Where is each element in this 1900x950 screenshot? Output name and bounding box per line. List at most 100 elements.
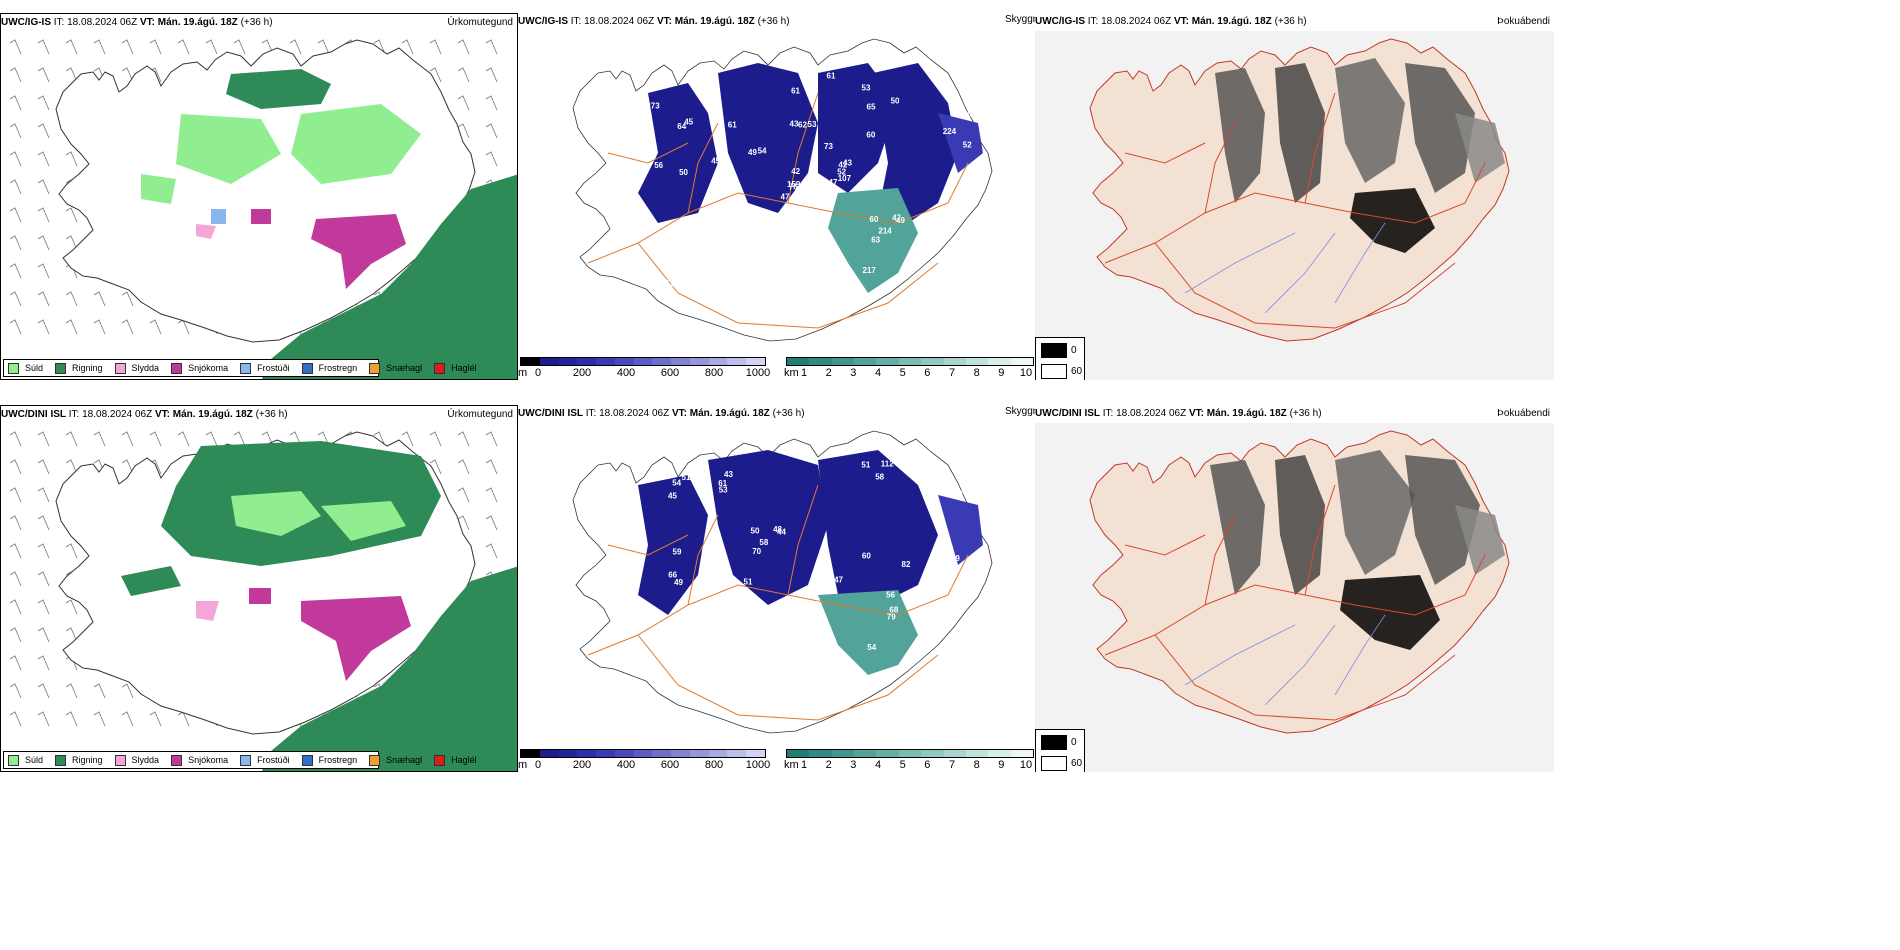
wind-barb	[317, 431, 330, 447]
colorbar-segment	[787, 750, 810, 757]
precip-type-panel-row2: UWC/DINI ISL IT: 18.08.2024 06Z VT: Mán.…	[0, 405, 518, 772]
wind-barb	[37, 67, 50, 83]
legend-label: Haglél	[451, 755, 477, 765]
legend-swatch	[114, 754, 126, 766]
fog-legend-swatch-light	[1041, 364, 1067, 379]
legend-item: Frostregn	[301, 754, 358, 766]
colorbar-tick-label: 5	[899, 367, 906, 379]
low-cloud-areas	[638, 450, 983, 675]
cloud-base-label: 60	[870, 215, 879, 224]
colorbar-segment	[727, 358, 747, 365]
cloud-base-label: 54	[729, 286, 738, 295]
cloud-base-label: 53	[719, 485, 728, 494]
colorbar-segment	[596, 750, 615, 757]
river	[1334, 222, 1386, 304]
wind-barb	[373, 431, 386, 447]
colorbar-tick-label: 0	[534, 367, 542, 379]
precip-areas	[141, 69, 421, 289]
fog-area	[1405, 63, 1475, 193]
wind-barb	[37, 431, 50, 447]
legend-label: Frostregn	[318, 755, 358, 765]
init-time: 18.08.2024 06Z	[82, 409, 153, 420]
cloud-base-values: 6264765642435353654740525038476053437336…	[640, 72, 972, 303]
colorbar-segment	[943, 358, 966, 365]
fog-area	[1455, 505, 1505, 575]
colorbar-tick-label: 800	[704, 759, 724, 771]
precip-area	[301, 596, 411, 681]
wind-barb	[65, 207, 78, 223]
colorbar-tick-label: 7	[948, 759, 956, 771]
cloud-base-label: 57	[668, 294, 677, 303]
cloud-base-label: 59	[719, 269, 728, 278]
fog-legend-light-value: 60	[1071, 758, 1083, 769]
colorbar-tick-label: 10	[1019, 367, 1033, 379]
cloud-base-label: 56	[665, 268, 674, 277]
cloud-base-label: 58	[759, 538, 768, 547]
wind-barb	[457, 487, 470, 503]
colorbar-segment	[727, 750, 747, 757]
road	[1154, 634, 1456, 721]
road	[837, 554, 969, 616]
colorbar-segment	[898, 358, 922, 365]
wind-barb	[485, 459, 498, 475]
cloud-base-label: 61	[827, 72, 836, 81]
colorbar-tick-label: 5	[899, 759, 906, 771]
panel-title: Úrkomutegund	[447, 17, 513, 28]
vt-label: VT:	[1173, 16, 1189, 27]
colorbar-segment	[539, 358, 559, 365]
wind-barb	[37, 207, 50, 223]
visibility-panel-row2: UWC/DINI ISL IT: 18.08.2024 06Z VT: Mán.…	[518, 405, 1035, 772]
wind-barb	[233, 431, 246, 447]
cloud-base-label: 92	[730, 242, 739, 251]
cloud-base-label: 120	[930, 289, 944, 298]
wind-barb	[121, 711, 134, 727]
legend-item: Snjókoma	[171, 362, 228, 374]
cloud-base-label: 64	[916, 616, 925, 625]
cloud-area	[638, 475, 708, 615]
wind-barb	[9, 319, 22, 335]
precip-area	[231, 491, 321, 536]
colorbar-segment	[652, 358, 672, 365]
wind-barb	[457, 95, 470, 111]
wind-barb	[485, 431, 498, 447]
cloud-area	[938, 113, 983, 173]
wind-barb	[289, 431, 302, 447]
wind-barb	[205, 39, 218, 55]
fog-index-panel-row1: UWC/IG-IS IT: 18.08.2024 06Z VT: Mán. 19…	[1035, 13, 1554, 380]
colorbar-segment	[787, 358, 810, 365]
colorbar-segment	[965, 750, 989, 757]
wind-barb	[485, 95, 498, 111]
fog-legend-dark-value: 0	[1071, 737, 1077, 748]
wind-barb	[121, 291, 134, 307]
wind-barb	[9, 459, 22, 475]
cloud-base-label: 46	[679, 662, 688, 671]
colorbar-segment	[521, 358, 540, 365]
precip-area	[211, 209, 226, 224]
colorbar-segment	[809, 750, 832, 757]
cloud-base-label: 45	[668, 492, 677, 501]
cloud-base-label: 47	[953, 264, 962, 273]
road	[787, 484, 819, 596]
fog-index-legend: 0 60	[1035, 337, 1085, 380]
legend-swatch	[240, 754, 252, 766]
colorbar-segment	[809, 358, 832, 365]
cloud-base-label: 51	[744, 578, 753, 587]
wind-barb	[121, 39, 134, 55]
wind-barb	[37, 123, 50, 139]
vt-label: VT:	[671, 408, 687, 419]
wind-barb	[37, 683, 50, 699]
visibility-map: 6264765642435353654740525038476053437336…	[572, 38, 993, 342]
panel-title: Skyggni	[1005, 14, 1035, 25]
precip-area	[291, 104, 421, 184]
wind-barb	[93, 319, 106, 335]
legend-label: Frostúði	[257, 363, 290, 373]
road	[607, 142, 689, 164]
road	[1204, 514, 1236, 606]
legend-swatch	[8, 362, 19, 374]
colorbar-tick-label: 3	[850, 367, 857, 379]
colorbar-tick-label: 0	[534, 759, 542, 771]
legend-label: Rigning	[72, 363, 103, 373]
valid-time: Mán. 19.ágú. 18Z	[172, 409, 253, 420]
cloud-base-label: 48	[773, 525, 782, 534]
wind-barb	[401, 39, 414, 55]
